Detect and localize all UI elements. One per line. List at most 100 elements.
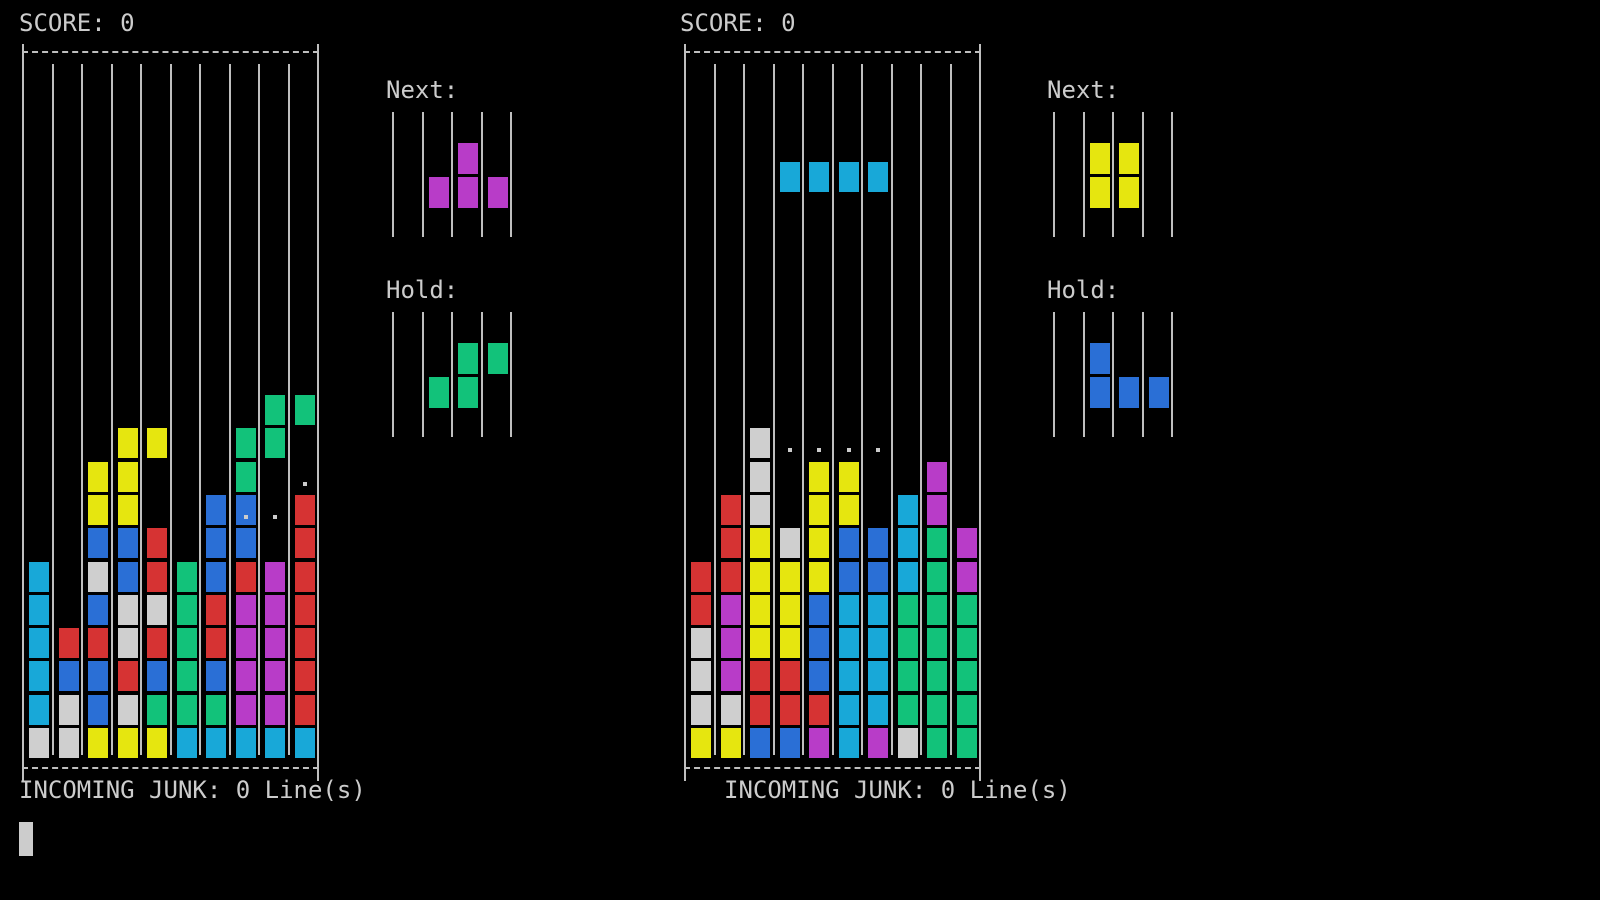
preview-separator [1171, 312, 1173, 438]
block-cell [691, 594, 711, 625]
p2-incoming-junk: INCOMING JUNK: 0 Line(s) [724, 776, 1071, 804]
block-cell [956, 728, 977, 758]
block-cell [29, 661, 49, 692]
column-separator [802, 64, 804, 756]
block-cell [88, 594, 108, 625]
block-cell [750, 628, 770, 659]
column-separator [831, 64, 834, 756]
block-cell [235, 628, 256, 659]
block-cell [88, 661, 108, 692]
column-separator [140, 64, 142, 756]
block-cell [868, 628, 888, 659]
p2-hold-label: Hold: [1047, 276, 1120, 304]
preview-cell [1148, 376, 1169, 408]
board-top-border [684, 51, 981, 53]
block-cell [235, 461, 256, 492]
p1-next-label: Next: [386, 76, 459, 104]
column-separator [81, 64, 83, 756]
block-cell [779, 528, 800, 559]
preview-separator [1082, 112, 1085, 238]
block-cell [235, 661, 256, 692]
block-cell [176, 561, 197, 592]
block-cell [779, 161, 800, 192]
block-cell [838, 628, 859, 659]
block-cell [750, 561, 770, 592]
block-cell [809, 528, 829, 559]
ghost-dot [876, 448, 880, 453]
block-cell [147, 561, 167, 592]
preview-separator [510, 312, 512, 438]
block-cell [838, 728, 859, 758]
block-cell [88, 494, 108, 525]
block-cell [147, 528, 167, 559]
p1-score: SCORE: 0 [19, 9, 135, 37]
preview-cell [1119, 143, 1139, 175]
block-cell [897, 494, 918, 525]
column-separator [228, 64, 231, 756]
block-cell [809, 494, 829, 525]
column-separator [920, 64, 922, 756]
board-wall [22, 44, 24, 782]
ghost-dot [273, 514, 277, 519]
block-cell [58, 694, 79, 725]
preview-cell [458, 343, 478, 375]
column-separator [772, 64, 775, 756]
board-wall [979, 44, 981, 782]
preview-cell [428, 376, 449, 408]
block-cell [809, 161, 829, 192]
block-cell [691, 661, 711, 692]
preview-separator [392, 112, 394, 238]
preview-separator [1112, 312, 1114, 438]
block-cell [779, 561, 800, 592]
board-bottom-border [22, 767, 319, 770]
block-cell [206, 694, 226, 725]
block-cell [779, 728, 800, 758]
block-cell [147, 428, 167, 459]
p2-hold-preview [1053, 308, 1177, 438]
block-cell [750, 461, 770, 492]
block-cell [838, 594, 859, 625]
preview-separator [1141, 312, 1144, 438]
preview-separator [451, 312, 453, 438]
preview-cell [1089, 376, 1110, 408]
board-top-border [22, 51, 319, 53]
preview-separator [510, 112, 512, 238]
block-cell [927, 694, 947, 725]
block-cell [809, 661, 829, 692]
ghost-dot [817, 448, 821, 453]
block-cell [927, 561, 947, 592]
p1-hold-preview [392, 308, 516, 438]
preview-separator [451, 112, 453, 238]
block-cell [838, 694, 859, 725]
block-cell [294, 728, 315, 758]
column-separator [890, 64, 893, 756]
preview-separator [1171, 112, 1173, 238]
block-cell [29, 561, 49, 592]
block-cell [868, 728, 888, 758]
block-cell [88, 694, 108, 725]
block-cell [88, 561, 108, 592]
column-separator [861, 64, 863, 756]
block-cell [117, 561, 138, 592]
block-cell [838, 494, 859, 525]
block-cell [117, 461, 138, 492]
block-cell [117, 494, 138, 525]
column-separator [258, 64, 260, 756]
block-cell [176, 728, 197, 758]
terminal-cursor [19, 822, 33, 856]
block-cell [720, 494, 741, 525]
block-cell [868, 161, 888, 192]
block-cell [176, 594, 197, 625]
preview-cell [487, 176, 508, 208]
block-cell [927, 528, 947, 559]
block-cell [58, 628, 79, 659]
block-cell [897, 694, 918, 725]
column-separator [743, 64, 745, 756]
block-cell [117, 694, 138, 725]
preview-separator [1082, 312, 1085, 438]
block-cell [88, 528, 108, 559]
block-cell [206, 528, 226, 559]
p2-board [684, 44, 986, 782]
block-cell [927, 661, 947, 692]
block-cell [147, 594, 167, 625]
